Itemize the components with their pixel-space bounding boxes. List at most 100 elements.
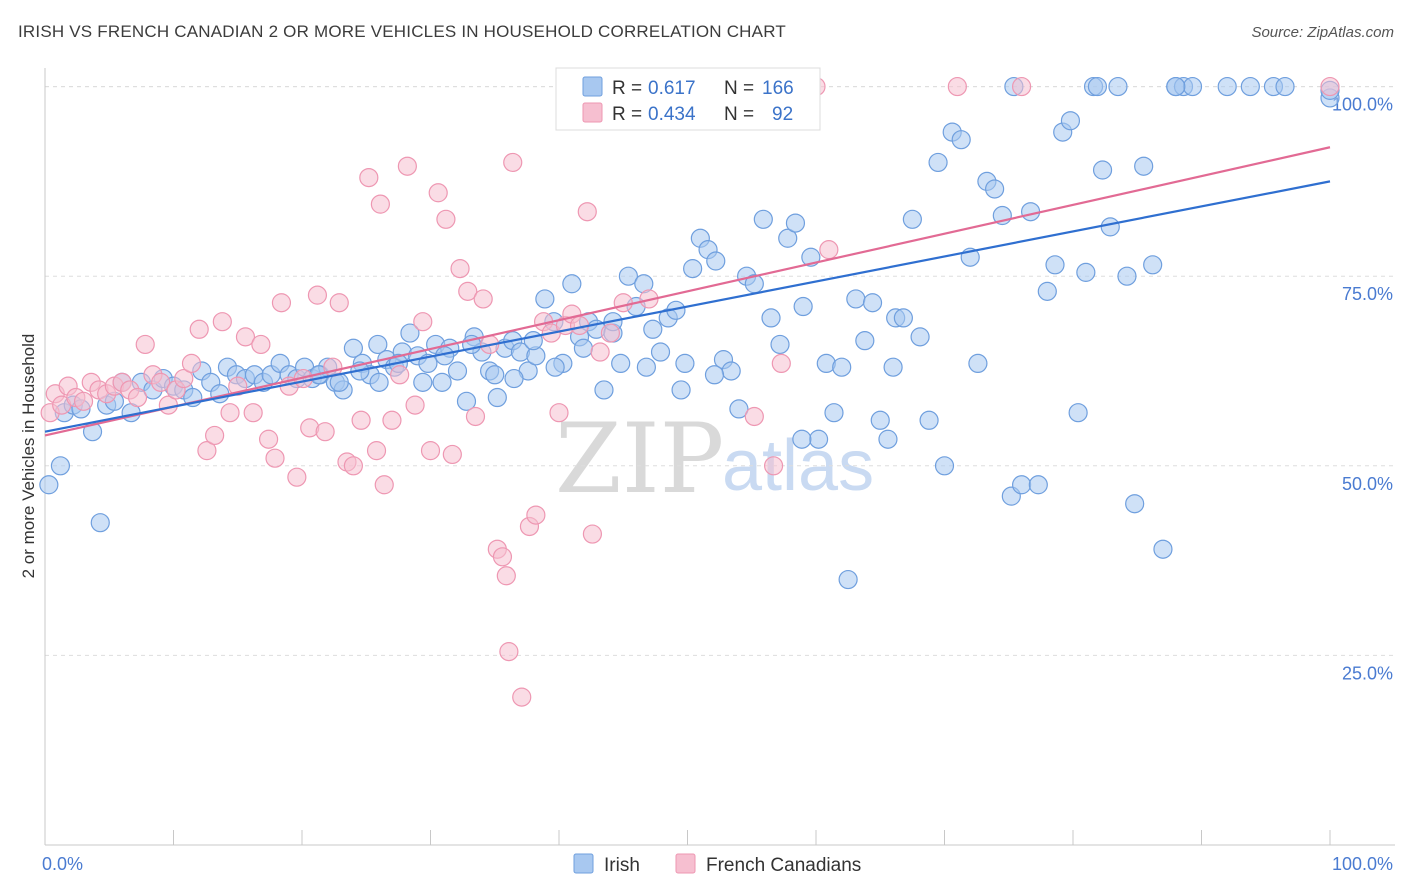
irish-point-82 xyxy=(721,361,741,381)
french-point-37 xyxy=(315,422,335,442)
watermark-zip: ZIP xyxy=(555,403,724,515)
french-point-71 xyxy=(549,403,569,423)
irish-point-87 xyxy=(761,308,781,328)
y-tick-label-2: 75.0% xyxy=(1342,284,1393,304)
irish-point-90 xyxy=(785,213,806,233)
x-tick-label-max: 100.0% xyxy=(1332,854,1393,874)
irish-point-150 xyxy=(704,365,725,385)
irish-point-38 xyxy=(368,334,388,355)
irish-point-138 xyxy=(1182,76,1203,97)
legend-bottom-irish: Irish xyxy=(604,855,640,876)
irish-point-59 xyxy=(535,289,555,309)
irish-point-155 xyxy=(545,357,565,377)
legend-swatch-french xyxy=(582,102,603,123)
french-point-57 xyxy=(458,281,478,301)
y-tick-label-0: 25.0% xyxy=(1342,663,1393,683)
french-point-29 xyxy=(258,429,279,449)
trend-lines xyxy=(44,146,1331,437)
french-point-58 xyxy=(465,406,486,427)
french-point-18 xyxy=(174,368,194,389)
legend-bottom-french: French Canadians xyxy=(706,855,861,876)
irish-point-100 xyxy=(862,293,883,313)
french-point-41 xyxy=(343,456,363,476)
irish-point-6 xyxy=(90,513,110,533)
french-point-42 xyxy=(351,410,371,430)
french-point-31 xyxy=(271,293,292,313)
irish-point-133 xyxy=(1134,156,1154,176)
legend-irish-r-value: 0.617 xyxy=(648,78,696,99)
irish-point-86 xyxy=(753,209,773,229)
legend-bottom: Irish French Canadians xyxy=(573,853,861,876)
irish-point-115 xyxy=(985,179,1005,199)
irish-point-154 xyxy=(573,338,594,358)
source-credit: Source: ZipAtlas.com xyxy=(1251,24,1394,41)
french-point-27 xyxy=(243,403,263,423)
x-tick-label-min: 0.0% xyxy=(42,854,83,874)
french-point-77 xyxy=(590,342,610,362)
french-point-56 xyxy=(450,259,470,279)
french-point-30 xyxy=(265,448,285,468)
french-point-23 xyxy=(212,312,232,332)
y-axis-tick-labels: 25.0% 50.0% 75.0% 100.0% xyxy=(1332,95,1393,684)
irish-point-62 xyxy=(562,274,582,294)
irish-point-102 xyxy=(878,429,898,449)
irish-point-131 xyxy=(1117,266,1137,286)
french-point-33 xyxy=(287,467,307,487)
french-point-39 xyxy=(329,293,349,313)
french-point-47 xyxy=(382,410,402,430)
french-point-44 xyxy=(366,441,387,461)
y-axis-title: 2 or more Vehicles in Household xyxy=(19,334,38,579)
french-point-24 xyxy=(220,403,240,423)
french-point-91 xyxy=(1011,76,1032,97)
french-point-5 xyxy=(73,391,94,411)
irish-point-121 xyxy=(1037,281,1057,301)
legend-irish-r-label: R = xyxy=(612,78,642,99)
french-point-45 xyxy=(370,194,390,214)
french-point-36 xyxy=(307,285,328,305)
chart-title: IRISH VS FRENCH CANADIAN 2 OR MORE VEHIC… xyxy=(18,22,786,41)
irish-point-95 xyxy=(824,403,844,423)
irish-point-99 xyxy=(855,331,875,351)
irish-point-106 xyxy=(910,327,930,347)
irish-point-68 xyxy=(611,353,631,374)
irish-point-135 xyxy=(1153,539,1173,559)
irish-point-96 xyxy=(832,357,852,377)
irish-point-111 xyxy=(951,130,971,150)
french-point-13 xyxy=(135,334,155,355)
french-point-26 xyxy=(235,327,256,347)
irish-point-93 xyxy=(808,429,829,449)
legend-swatch-irish xyxy=(582,76,603,97)
french-point-50 xyxy=(405,395,425,415)
irish-point-126 xyxy=(1076,262,1096,282)
irish-point-107 xyxy=(919,410,939,430)
irish-point-130 xyxy=(1108,76,1128,97)
french-point-85 xyxy=(744,406,764,427)
irish-point-147 xyxy=(1087,76,1108,97)
irish-point-108 xyxy=(928,152,948,173)
legend-bottom-swatch-irish xyxy=(573,853,594,874)
irish-point-0 xyxy=(39,475,59,495)
french-point-59 xyxy=(473,289,493,309)
irish-point-105 xyxy=(902,209,922,229)
irish-point-113 xyxy=(968,353,988,374)
french-point-66 xyxy=(512,687,532,707)
french-point-68 xyxy=(526,505,546,525)
french-point-86 xyxy=(763,456,784,476)
irish-point-125 xyxy=(1068,403,1088,423)
french-point-64 xyxy=(503,152,523,173)
legend-irish-n-label: N = xyxy=(724,78,754,99)
french-point-87 xyxy=(771,353,791,374)
french-point-65 xyxy=(499,642,519,662)
irish-point-53 xyxy=(487,387,507,408)
french-point-48 xyxy=(390,365,410,385)
legend-french-n-value: 92 xyxy=(772,104,793,125)
irish-trend-line xyxy=(44,180,1331,433)
french-point-20 xyxy=(189,319,209,339)
french-point-75 xyxy=(577,202,597,222)
legend-top: R = 0.617 N = 166 R = 0.434 N = 92 xyxy=(555,67,821,131)
irish-point-146 xyxy=(1166,76,1186,97)
irish-point-141 xyxy=(1275,76,1295,97)
irish-point-91 xyxy=(793,296,813,317)
irish-point-109 xyxy=(934,456,955,476)
irish-point-76 xyxy=(675,353,695,374)
